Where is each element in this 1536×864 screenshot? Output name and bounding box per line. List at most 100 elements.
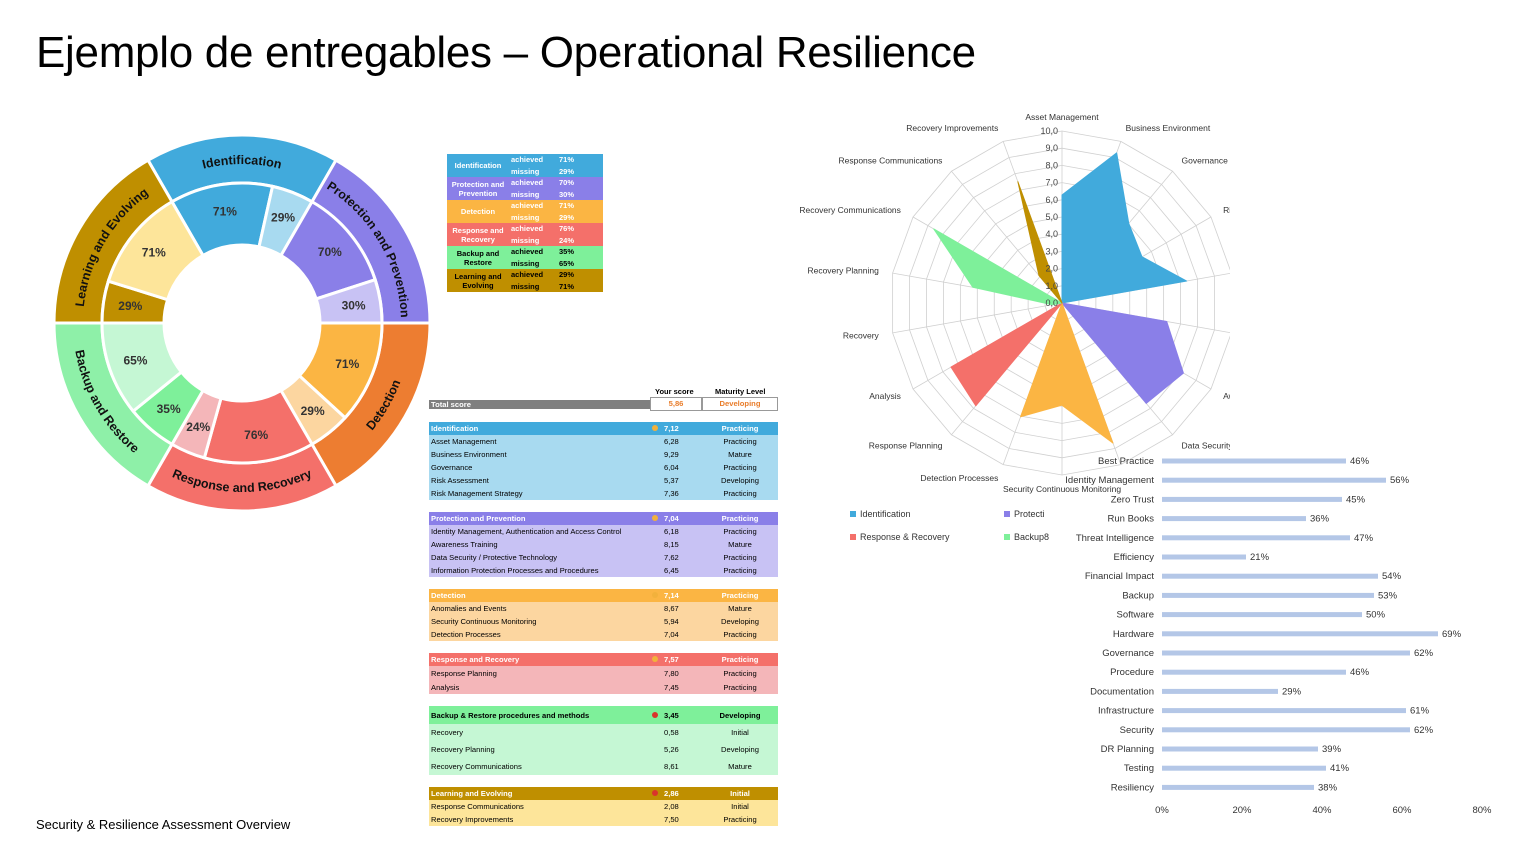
item-score: 7,45 xyxy=(664,682,679,692)
mini-missing-value: 71% xyxy=(559,281,575,291)
score-item-row: Response Communications 2,08 Initial xyxy=(429,800,778,813)
score-group-detection: Detection 7,14 Practicing Anomalies and … xyxy=(429,589,778,641)
group-level: Practicing xyxy=(721,591,759,600)
radar-axis-label: Recovery Improvements xyxy=(906,123,998,133)
bar-category-label: Hardware xyxy=(1113,629,1154,640)
bar-category-label: Testing xyxy=(1124,763,1154,774)
item-level: Mature xyxy=(728,450,752,459)
item-level: Initial xyxy=(731,802,749,811)
mini-achieved-value: 71% xyxy=(559,155,575,165)
item-score: 2,08 xyxy=(664,802,679,811)
sunburst-missing-label: 71% xyxy=(142,245,166,259)
bar-value-label: 62% xyxy=(1414,648,1434,659)
bar-category-label: DR Planning xyxy=(1101,744,1154,755)
radar-axis-label: Response Communications xyxy=(838,156,942,166)
radar-axis-label: Risk Assessment xyxy=(1223,205,1230,215)
sunburst-achieved-label: 29% xyxy=(118,299,142,313)
score-group-header: Protection and Prevention 7,04 Practicin… xyxy=(429,512,778,525)
item-name: Awareness Training xyxy=(431,540,498,549)
score-item-row: Anomalies and Events 8,67 Mature xyxy=(429,602,778,615)
radar-axis-label: Asset Management xyxy=(1025,112,1099,122)
horizontal-bar-chart: Best Practice 46% Identity Management 56% Ze… xyxy=(1065,456,1492,816)
mini-achieved-value: 70% xyxy=(559,178,575,188)
bar-value-label: 29% xyxy=(1282,686,1302,697)
mini-missing-label: missing xyxy=(511,212,540,222)
mini-category: Protection and Prevention xyxy=(451,179,505,198)
radar-tick-label: 6,0 xyxy=(1045,195,1058,205)
score-item-row: Response Planning 7,80 Practicing xyxy=(429,666,778,680)
mini-missing-value: 65% xyxy=(559,258,575,268)
item-name: Identity Management, Authentication and … xyxy=(431,527,622,536)
bar-category-label: Procedure xyxy=(1110,667,1154,678)
bar-value-label: 53% xyxy=(1378,590,1398,601)
bar-category-label: Identity Management xyxy=(1065,475,1154,486)
item-score: 9,29 xyxy=(664,450,679,459)
bar-value-label: 21% xyxy=(1250,552,1270,563)
group-level: Practicing xyxy=(721,655,759,664)
radar-legend-swatch xyxy=(850,511,856,517)
bar-run-books xyxy=(1162,516,1306,522)
bar-infrastructure xyxy=(1162,708,1406,714)
item-level: Practicing xyxy=(723,463,757,472)
radar-series-protecti xyxy=(1061,302,1184,404)
bar-value-label: 54% xyxy=(1382,571,1402,582)
radar-legend-swatch xyxy=(850,534,856,540)
status-dot-icon xyxy=(652,592,658,598)
item-level: Practicing xyxy=(723,682,757,692)
mini-row-detection: Detection achieved missing 71% 29% xyxy=(447,200,603,223)
bar-category-label: Run Books xyxy=(1108,514,1155,525)
mini-category: Detection xyxy=(460,207,496,216)
group-score: 7,12 xyxy=(664,424,679,433)
item-level: Practicing xyxy=(723,489,757,498)
item-name: Asset Management xyxy=(431,437,497,446)
item-name: Data Security / Protective Technology xyxy=(431,553,558,562)
bar-category-label: Zero Trust xyxy=(1111,494,1155,505)
radar-tick-label: 3,0 xyxy=(1045,246,1058,256)
bar-axis-tick: 60% xyxy=(1392,805,1412,816)
score-item-row: Security Continuous Monitoring 5,94 Deve… xyxy=(429,615,778,628)
mini-achieved-value: 35% xyxy=(559,247,575,257)
maturity-score-table: Your score Maturity Level Total score 5,… xyxy=(429,384,778,838)
radar-axis-label: Recovery Planning xyxy=(807,266,879,276)
bar-zero-trust xyxy=(1162,496,1342,502)
bar-documentation xyxy=(1162,688,1278,694)
radar-legend-label: Response & Recovery xyxy=(860,532,950,542)
mini-achieved-value: 29% xyxy=(559,270,575,280)
mini-missing-label: missing xyxy=(511,258,540,268)
mini-category: Backup and Restore xyxy=(456,248,500,267)
mini-row-response-and-recovery: Response and Recovery achieved missing 76… xyxy=(447,223,603,246)
item-name: Recovery Planning xyxy=(431,745,495,754)
bar-category-label: Best Practice xyxy=(1098,456,1154,467)
col-your-score: Your score xyxy=(655,387,694,396)
radar-legend-swatch xyxy=(1004,534,1010,540)
item-name: Business Environment xyxy=(431,450,507,459)
item-score: 7,36 xyxy=(664,489,679,498)
radar-series-detection xyxy=(1020,302,1114,444)
bar-category-label: Software xyxy=(1117,610,1155,621)
total-score-value: 5,86 xyxy=(650,397,702,411)
radar-axis-label: Analysis xyxy=(869,391,901,401)
bar-best-practice xyxy=(1162,458,1346,464)
mini-row-backup-and-restore: Backup and Restore achieved missing 35% 65… xyxy=(447,246,603,269)
radar-tick-label: 1,0 xyxy=(1045,281,1058,291)
bar-value-label: 50% xyxy=(1366,610,1386,621)
radar-tick-label: 7,0 xyxy=(1045,178,1058,188)
bar-axis-tick: 20% xyxy=(1232,805,1252,816)
item-name: Anomalies and Events xyxy=(431,604,507,613)
item-score: 0,58 xyxy=(664,728,679,737)
bar-value-label: 41% xyxy=(1330,763,1350,774)
item-score: 6,28 xyxy=(664,437,679,446)
status-dot-icon xyxy=(652,425,658,431)
item-score: 6,18 xyxy=(664,527,679,536)
sunburst-category-label: Identification xyxy=(201,153,283,172)
mini-achieved-label: achieved xyxy=(511,224,544,234)
score-group-backup-restore-procedures-and-methods: Backup & Restore procedures and methods … xyxy=(429,706,778,775)
status-dot-icon xyxy=(652,711,658,718)
item-level: Developing xyxy=(721,745,759,754)
radar-legend-swatch xyxy=(1004,511,1010,517)
item-score: 8,61 xyxy=(664,762,679,771)
score-item-row: Recovery Planning 5,26 Developing xyxy=(429,741,778,758)
total-score-label: Total score xyxy=(429,399,650,409)
group-level: Initial xyxy=(730,789,750,798)
